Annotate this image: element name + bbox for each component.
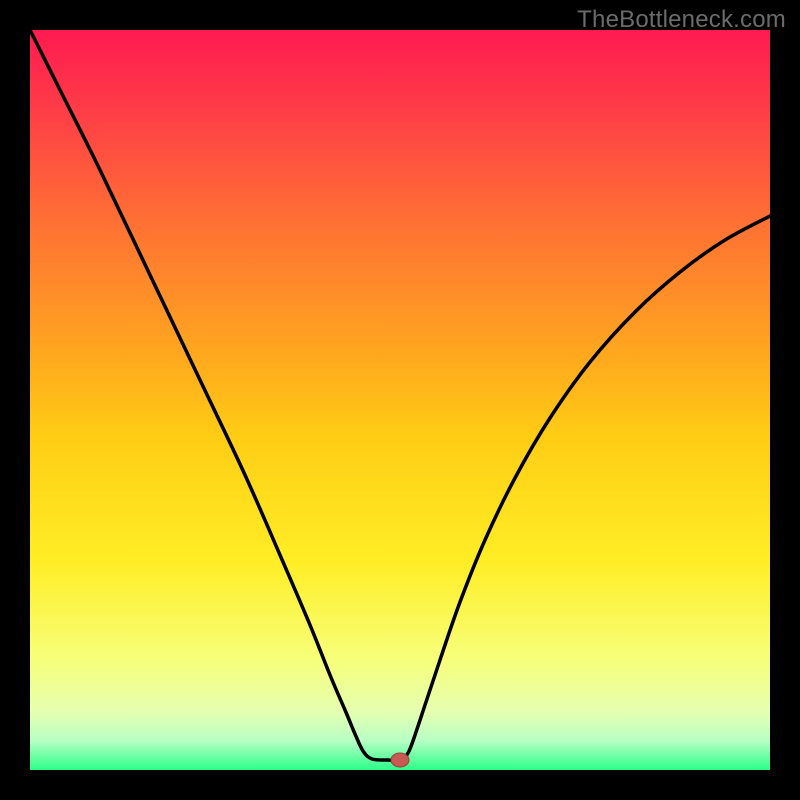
optimum-marker [391,753,409,767]
chart-frame: TheBottleneck.com [0,0,800,800]
chart-background [30,30,770,770]
bottleneck-chart [0,0,800,800]
